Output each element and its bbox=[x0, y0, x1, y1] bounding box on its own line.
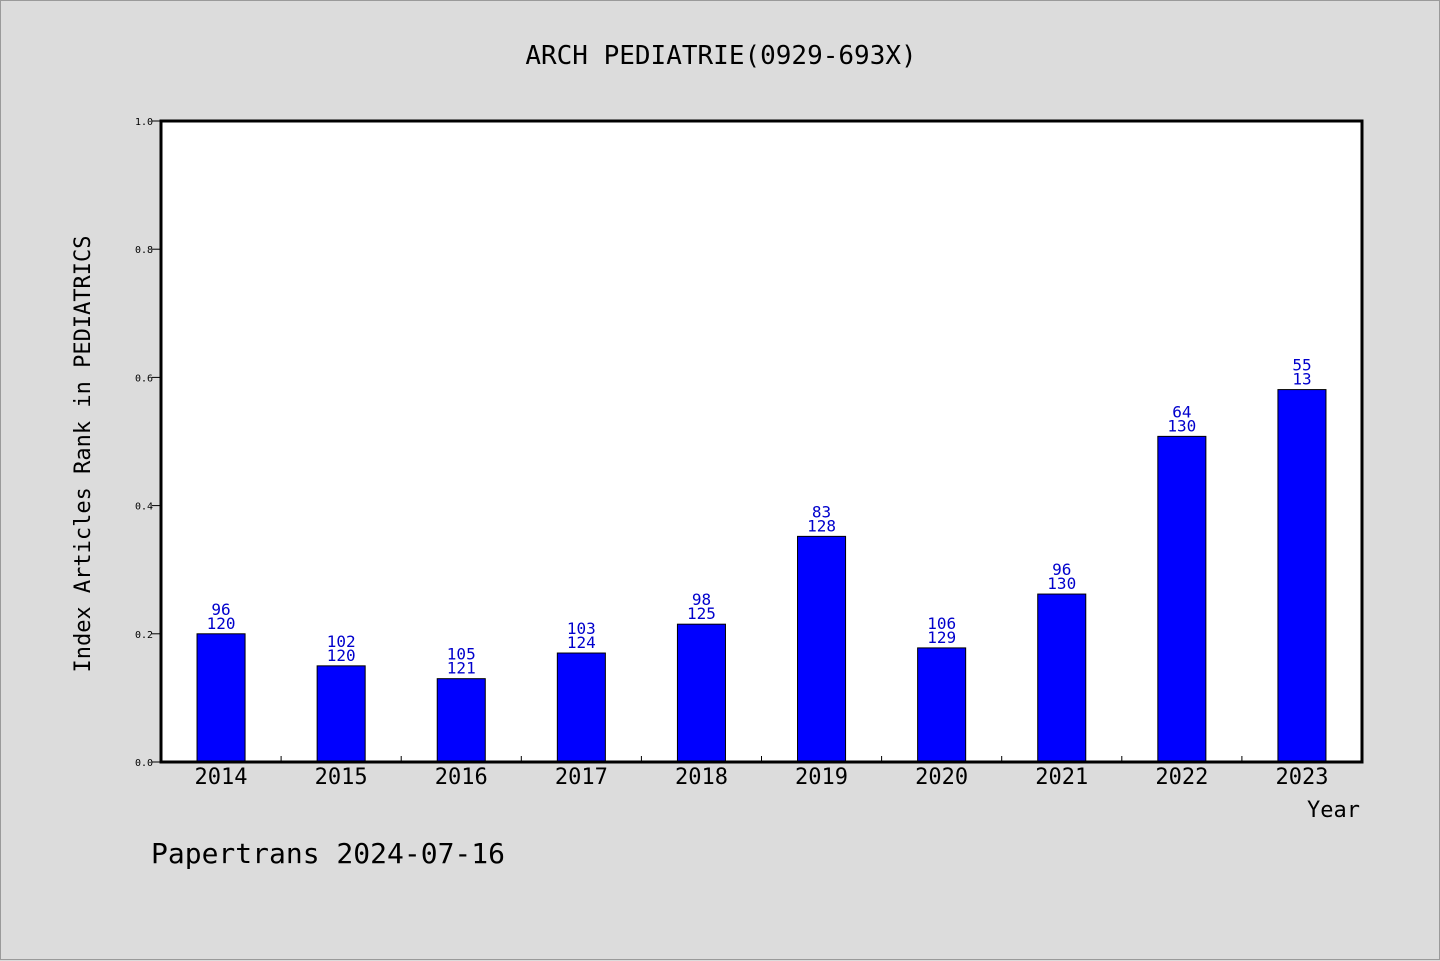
bar-2022 bbox=[1157, 435, 1207, 763]
y-tick-label: 0.0 bbox=[135, 758, 153, 769]
bar-label-bottom: 13 bbox=[1292, 370, 1311, 389]
bar-2015 bbox=[316, 665, 366, 763]
bar-label-bottom: 130 bbox=[1167, 416, 1196, 435]
x-axis-label: Year bbox=[1307, 798, 1360, 823]
bar-label-bottom: 128 bbox=[807, 516, 836, 535]
y-axis-ticks: 0.0 0.2 0.4 0.6 0.8 1.0 bbox=[135, 117, 161, 769]
y-axis-label: Index Articles Rank in PEDIATRICS bbox=[71, 235, 96, 672]
bar-label-bottom: 121 bbox=[447, 659, 476, 678]
bar-label-bottom: 120 bbox=[207, 614, 236, 633]
bar-label-bottom: 120 bbox=[327, 646, 356, 665]
bar-2021 bbox=[1037, 593, 1087, 763]
bar-label-top: 102 bbox=[327, 632, 356, 651]
bar-2020 bbox=[917, 647, 967, 763]
bar-label-top: 105 bbox=[447, 645, 476, 664]
bar-series bbox=[196, 389, 1327, 763]
x-tick-label: 2015 bbox=[315, 765, 368, 790]
bar-2017 bbox=[556, 652, 606, 763]
x-tick-label: 2023 bbox=[1275, 765, 1328, 790]
x-tick-label: 2014 bbox=[195, 765, 248, 790]
bar-label-bottom: 125 bbox=[687, 604, 716, 623]
bar-2016 bbox=[436, 678, 486, 763]
x-axis-ticks: 2014 2015 2016 2017 2018 2019 2020 2021 2022 2023 bbox=[195, 756, 1328, 790]
bar-label-top: 106 bbox=[927, 614, 956, 633]
bar-label-bottom: 124 bbox=[567, 633, 596, 652]
bar-2023 bbox=[1277, 389, 1327, 763]
y-tick-label: 0.4 bbox=[135, 502, 153, 513]
bar-label-top: 83 bbox=[812, 502, 831, 521]
x-tick-label: 2021 bbox=[1035, 765, 1088, 790]
bar-label-top: 96 bbox=[1052, 560, 1071, 579]
y-tick-label: 0.8 bbox=[135, 245, 153, 256]
x-tick-label: 2019 bbox=[795, 765, 848, 790]
plot-frame bbox=[159, 119, 1364, 764]
y-tick-label: 1.0 bbox=[135, 117, 153, 128]
x-tick-label: 2017 bbox=[555, 765, 608, 790]
bar-label-top: 103 bbox=[567, 619, 596, 638]
x-tick-label: 2016 bbox=[435, 765, 488, 790]
x-tick-label: 2018 bbox=[675, 765, 728, 790]
footer-note: Papertrans 2024-07-16 bbox=[151, 837, 505, 870]
bar-label-top: 55 bbox=[1292, 356, 1311, 375]
y-tick-label: 0.6 bbox=[135, 373, 153, 384]
bar-label-bottom: 130 bbox=[1047, 574, 1076, 593]
bar-2014 bbox=[196, 633, 246, 763]
bar-label-top: 64 bbox=[1172, 402, 1191, 421]
bar-label-top: 96 bbox=[211, 600, 230, 619]
chart-title: ARCH PEDIATRIE(0929-693X) bbox=[525, 41, 916, 71]
bar-2019 bbox=[797, 535, 847, 763]
y-tick-label: 0.2 bbox=[135, 630, 153, 641]
bar-label-bottom: 129 bbox=[927, 628, 956, 647]
x-tick-label: 2020 bbox=[915, 765, 968, 790]
x-tick-label: 2022 bbox=[1155, 765, 1208, 790]
bar-2018 bbox=[676, 623, 726, 763]
bar-label-top: 98 bbox=[692, 590, 711, 609]
